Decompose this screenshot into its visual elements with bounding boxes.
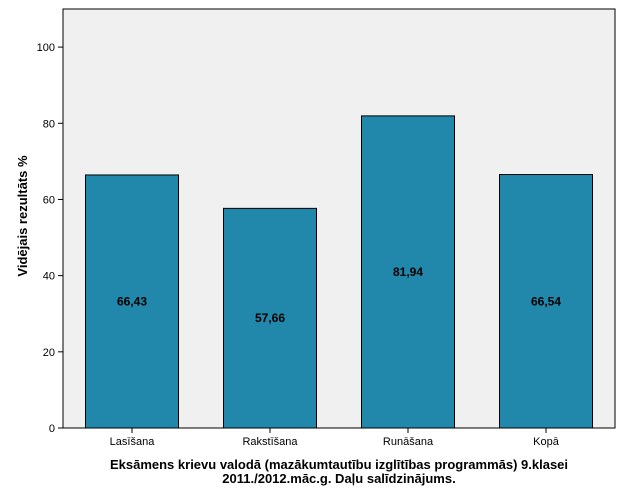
bar-value-label: 66,43 (117, 294, 147, 308)
y-tick-label: 40 (43, 271, 55, 283)
y-tick-label: 100 (37, 42, 55, 54)
x-tick-label: Runāšana (383, 436, 434, 448)
x-axis-title-line-1: Eksāmens krievu valodā (mazākumtautību i… (110, 457, 568, 472)
bar-2 (361, 115, 455, 429)
x-axis: Lasīšana Rakstīšana Runāšana Kopā (110, 428, 560, 448)
bar-0 (85, 174, 179, 429)
y-axis-title: Vidējais rezultāts % (15, 155, 30, 277)
x-axis-title-line-2: 2011./2012.māc.g. Daļu salīdzinājums. (222, 471, 455, 486)
y-tick-label: 60 (43, 194, 55, 206)
x-tick-label: Kopā (533, 436, 560, 448)
bar-1 (223, 207, 317, 429)
bar-value-label: 66,54 (531, 294, 561, 308)
y-axis: 0 20 40 60 80 100 (37, 42, 63, 435)
bar-value-label: 81,94 (393, 265, 423, 279)
x-tick-label: Lasīšana (110, 436, 156, 448)
bar-3 (499, 174, 593, 429)
y-tick-label: 20 (43, 347, 55, 359)
bars-group: 66,43 57,66 81,94 66,54 (85, 115, 593, 429)
x-tick-label: Rakstīšana (242, 436, 298, 448)
bar-value-label: 57,66 (255, 311, 285, 325)
y-tick-label: 80 (43, 118, 55, 130)
y-tick-label: 0 (49, 423, 55, 435)
